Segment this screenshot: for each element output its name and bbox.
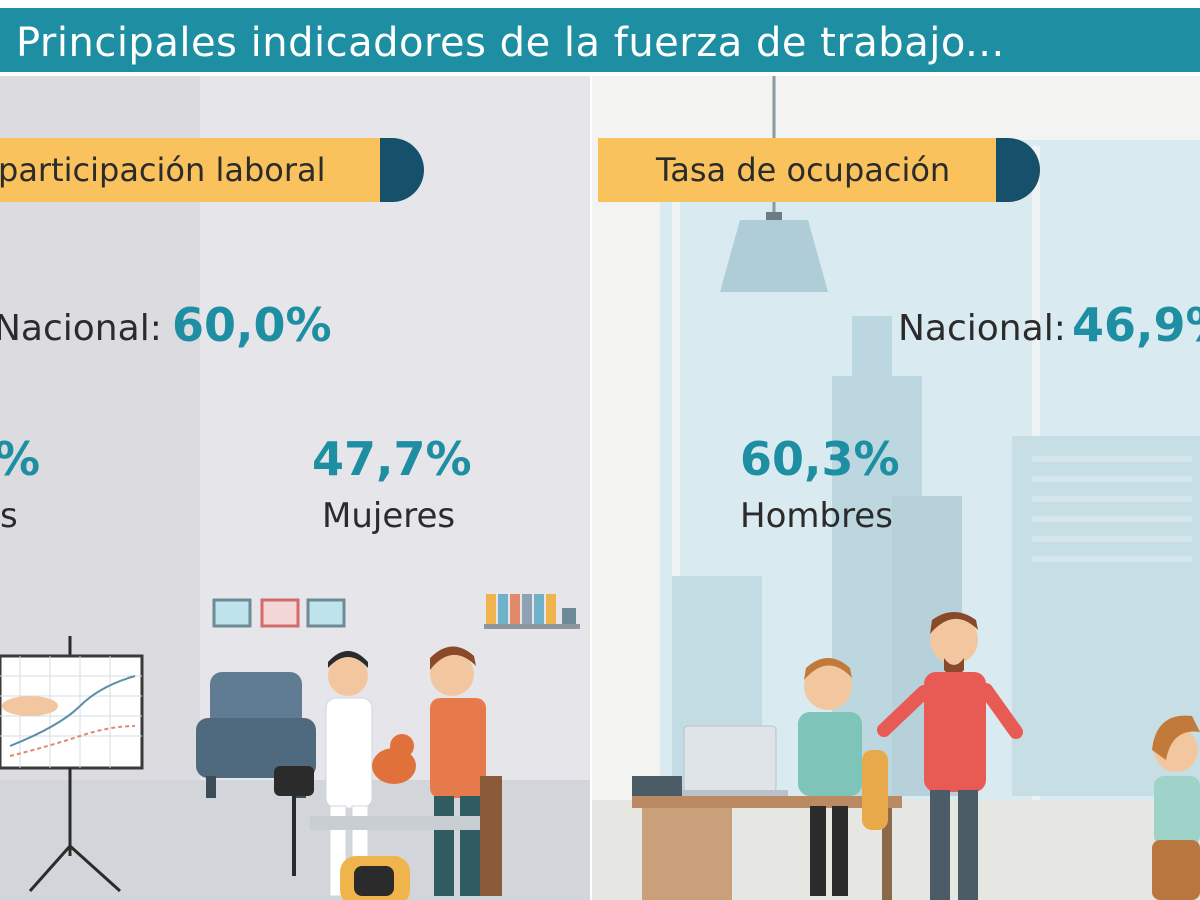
women-label-left: Mujeres	[322, 496, 456, 536]
office-scene-illustration	[632, 612, 1200, 900]
right-panel: Tasa de ocupación Nacional: 46,9% 60,3% …	[592, 76, 1200, 900]
women-value-left: 47,7%	[312, 432, 472, 486]
participation-pill: participación laboral	[0, 138, 424, 202]
armchair-illustration	[196, 672, 316, 798]
national-label-left: Nacional:	[0, 308, 162, 349]
men-value-left: %	[0, 432, 40, 486]
header-bar: Principales indicadores de la fuerza de …	[0, 0, 1200, 76]
occupation-pill: Tasa de ocupación	[598, 138, 1040, 202]
national-value-right: 46,9%	[1072, 298, 1200, 352]
men-label-right: Hombres	[740, 496, 893, 536]
occupation-pill-label: Tasa de ocupación	[656, 151, 951, 189]
page-title: Principales indicadores de la fuerza de …	[16, 20, 1005, 66]
national-label-right: Nacional:	[898, 308, 1066, 349]
men-label-left: s	[0, 496, 18, 536]
participation-pill-label: participación laboral	[0, 151, 326, 189]
men-value-right: 60,3%	[740, 432, 900, 486]
presentation-board-illustration	[0, 636, 144, 893]
header-band: Principales indicadores de la fuerza de …	[0, 8, 1200, 72]
vet-scene-illustration	[274, 646, 502, 900]
binders-shelf-illustration	[484, 594, 580, 629]
wall-frames-illustration	[212, 598, 346, 628]
left-panel: participación laboral Nacional: 60,0% % …	[0, 76, 592, 900]
national-value-left: 60,0%	[172, 298, 332, 352]
